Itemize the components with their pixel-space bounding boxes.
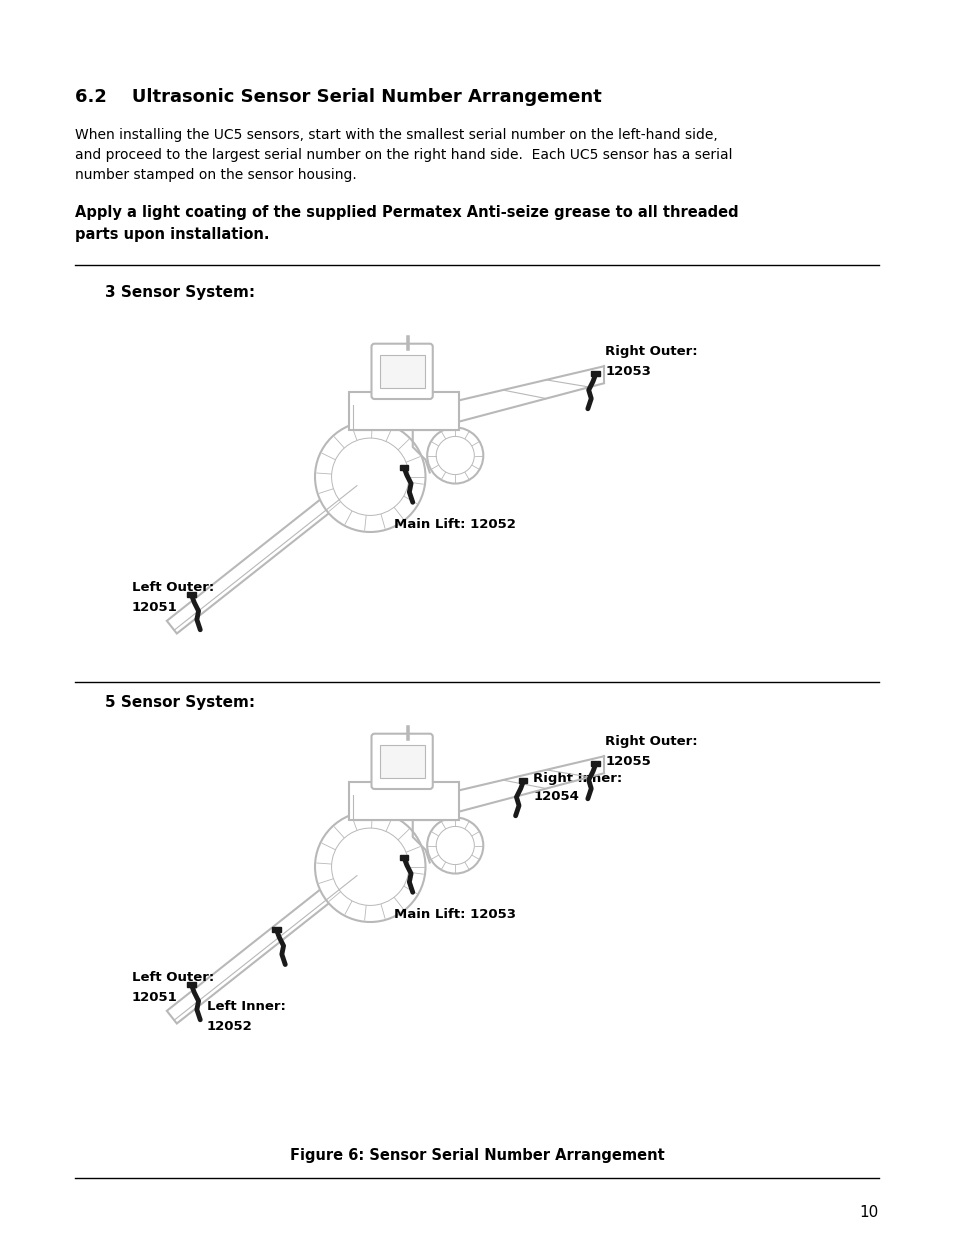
Bar xyxy=(591,761,599,767)
Bar xyxy=(518,778,527,783)
Circle shape xyxy=(427,818,483,873)
Bar xyxy=(349,782,459,820)
Bar xyxy=(399,855,408,860)
Text: Figure 6: Sensor Serial Number Arrangement: Figure 6: Sensor Serial Number Arrangeme… xyxy=(290,1149,663,1163)
Text: and proceed to the largest serial number on the right hand side.  Each UC5 senso: and proceed to the largest serial number… xyxy=(75,148,732,162)
Bar xyxy=(399,464,408,471)
Text: 10: 10 xyxy=(859,1205,878,1220)
Text: parts upon installation.: parts upon installation. xyxy=(75,227,269,242)
Bar xyxy=(349,391,459,430)
Text: Main Lift: 12052: Main Lift: 12052 xyxy=(394,519,516,531)
Text: 12054: 12054 xyxy=(533,789,578,803)
Text: Left Outer:: Left Outer: xyxy=(132,580,213,594)
Text: Apply a light coating of the supplied Permatex Anti-seize grease to all threaded: Apply a light coating of the supplied Pe… xyxy=(75,205,738,220)
Bar xyxy=(379,745,424,778)
Text: 12051: 12051 xyxy=(132,990,177,1004)
Text: 6.2    Ultrasonic Sensor Serial Number Arrangement: 6.2 Ultrasonic Sensor Serial Number Arra… xyxy=(75,88,601,106)
Text: 12052: 12052 xyxy=(207,1020,253,1034)
Text: 12055: 12055 xyxy=(605,755,651,768)
Circle shape xyxy=(314,421,425,532)
Text: number stamped on the sensor housing.: number stamped on the sensor housing. xyxy=(75,168,356,182)
Circle shape xyxy=(314,811,425,923)
Text: 12051: 12051 xyxy=(132,600,177,614)
Text: Left Outer:: Left Outer: xyxy=(132,971,213,984)
Text: Right Inner:: Right Inner: xyxy=(533,772,622,784)
Circle shape xyxy=(427,427,483,484)
Text: 3 Sensor System:: 3 Sensor System: xyxy=(105,285,254,300)
Text: Right Outer:: Right Outer: xyxy=(605,735,698,747)
Bar xyxy=(379,356,424,388)
Text: When installing the UC5 sensors, start with the smallest serial number on the le: When installing the UC5 sensors, start w… xyxy=(75,128,717,142)
Text: Right Outer:: Right Outer: xyxy=(605,345,698,358)
Bar xyxy=(188,982,195,988)
FancyBboxPatch shape xyxy=(371,343,433,399)
Polygon shape xyxy=(167,866,359,1024)
Text: Left Inner:: Left Inner: xyxy=(207,1000,285,1014)
Text: 5 Sensor System:: 5 Sensor System: xyxy=(105,695,254,710)
FancyBboxPatch shape xyxy=(371,734,433,789)
Polygon shape xyxy=(167,477,359,634)
Bar xyxy=(188,593,195,598)
Bar xyxy=(273,927,281,932)
Bar xyxy=(591,372,599,377)
Text: 12053: 12053 xyxy=(605,364,651,378)
Text: Main Lift: 12053: Main Lift: 12053 xyxy=(394,908,516,921)
